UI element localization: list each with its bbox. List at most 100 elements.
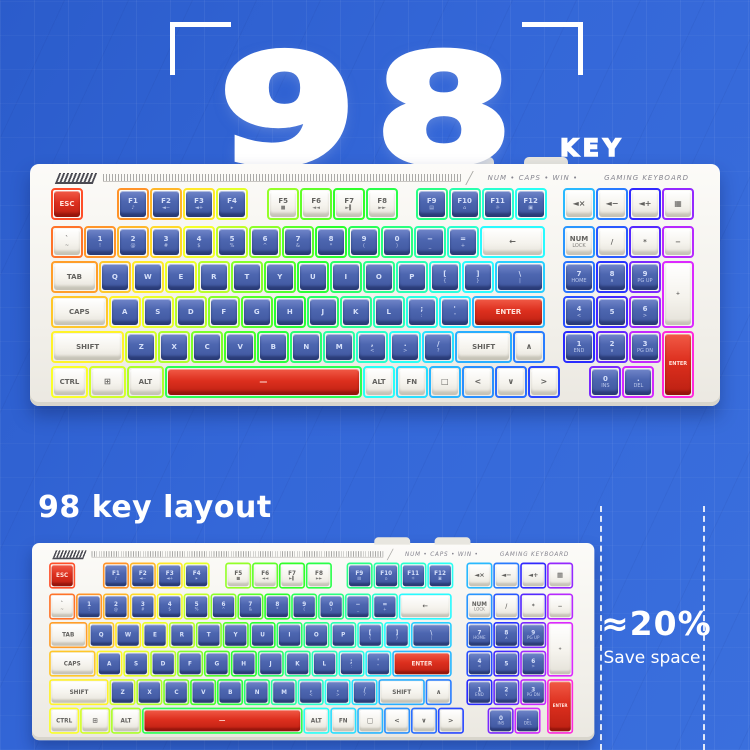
key-f1: F1 ♪ bbox=[102, 562, 129, 589]
key-alt: ALT bbox=[110, 707, 142, 734]
key-t: T bbox=[195, 622, 222, 649]
brand-label: GAMING KEYBOARD bbox=[604, 174, 689, 182]
key-x: X bbox=[136, 679, 163, 706]
key-minus: − _ bbox=[414, 226, 446, 258]
key-9: 9( bbox=[291, 593, 318, 620]
key-f8: F8 ►► bbox=[366, 188, 399, 220]
key-enter: ENTER bbox=[471, 296, 545, 328]
key-num-4: 4 < bbox=[466, 650, 493, 677]
keyboard-render-main: NUM • CAPS • WIN • GAMING KEYBOARD ESC F1… bbox=[30, 157, 720, 406]
key-f7: F7 ►▌ bbox=[279, 562, 306, 589]
key-num-0: 0 INS bbox=[487, 707, 514, 734]
key-g: G bbox=[203, 650, 230, 677]
ruler-strip bbox=[91, 551, 383, 558]
key-left: < bbox=[461, 366, 494, 398]
key-comma: , < bbox=[297, 679, 324, 706]
key-shift: SHIFT bbox=[49, 679, 109, 706]
key-f5: F5 ■ bbox=[225, 562, 252, 589]
key-j: J bbox=[257, 650, 284, 677]
key-num-2: 2 ∨ bbox=[596, 331, 628, 363]
key-space: — bbox=[141, 707, 303, 734]
key-z: Z bbox=[125, 331, 158, 363]
key-tab: TAB bbox=[49, 622, 88, 649]
key-num-enter: ENTER bbox=[662, 331, 694, 398]
key-num-slash: / bbox=[596, 226, 628, 258]
key-t: T bbox=[230, 261, 263, 293]
key-shift: SHIFT bbox=[51, 331, 125, 363]
key-num-enter: ENTER bbox=[547, 679, 574, 734]
keyboard-hinge-tab bbox=[374, 537, 411, 545]
key-i: I bbox=[276, 622, 303, 649]
key-quote: ' " bbox=[438, 296, 471, 328]
keyboard-row: CTRL ⊞ ALT — ALT FN □ < ∨ >0 INS. DEL bbox=[49, 707, 577, 734]
key-f6: F6 ◄◄ bbox=[252, 562, 279, 589]
key-backspace: ← bbox=[398, 593, 452, 620]
key-n: N bbox=[290, 331, 323, 363]
key-lbracket: [{ bbox=[357, 622, 384, 649]
key-num-plus: + bbox=[662, 261, 694, 328]
key-period: . > bbox=[389, 331, 422, 363]
key-num-minus: − bbox=[547, 593, 574, 620]
brand-label: GAMING KEYBOARD bbox=[499, 551, 570, 558]
status-indicators: NUM • CAPS • WIN • bbox=[487, 174, 579, 182]
key-1: 1! bbox=[84, 226, 116, 258]
key-caps: CAPS bbox=[51, 296, 108, 328]
key-num-dot: . DEL bbox=[622, 366, 655, 398]
key-0: 0) bbox=[381, 226, 413, 258]
key-6: 6 ^ bbox=[210, 593, 237, 620]
key-4: 4 $ bbox=[156, 593, 183, 620]
key-vol-down: ◄− bbox=[493, 562, 520, 589]
key-enter: ENTER bbox=[392, 650, 452, 677]
key-num-3: 3 PG DN bbox=[520, 679, 547, 706]
keyboard-hinge-tab bbox=[450, 157, 494, 166]
key-num-5: 5 bbox=[493, 650, 520, 677]
key-a: A bbox=[108, 296, 141, 328]
hero-key-label: KEY bbox=[559, 133, 625, 163]
key-v: V bbox=[190, 679, 217, 706]
key-calculator: ▦ bbox=[547, 562, 574, 589]
key-z: Z bbox=[109, 679, 136, 706]
key-lbracket: [{ bbox=[428, 261, 461, 293]
keyboard-hinge-tab bbox=[434, 537, 471, 545]
keyboard-row: CAPS A S D F G H J K L;: ' " ENTER 4 <5 6 > bbox=[51, 296, 699, 328]
key-space: — bbox=[164, 366, 362, 398]
panel-divider bbox=[386, 548, 400, 561]
key-rows: ESC F1 ♪ F2 ◄− F3 ◄+ F4 ▸ F5 ■ F6 ◄◄ F7 ►▌ F8 ►► F9 ▤ F10 ⌂ F… bbox=[51, 188, 699, 398]
key-left: < bbox=[383, 707, 411, 734]
key-0: 0) bbox=[318, 593, 345, 620]
key-w: W bbox=[115, 622, 142, 649]
keyboard-row: SHIFT Z X C V B N M, <. > /? SHIFT ∧ 1 END 2 ∨ 3 PG DN ENTE… bbox=[51, 331, 699, 398]
key-2: 2 @ bbox=[117, 226, 149, 258]
key-f: F bbox=[176, 650, 203, 677]
key-backspace: ← bbox=[480, 226, 545, 258]
key-right-shift: SHIFT bbox=[378, 679, 425, 706]
key-num-9: 9 PG UP bbox=[520, 622, 547, 649]
key-num-7: 7 HOME bbox=[563, 261, 595, 293]
key-rows: ESC F1 ♪ F2 ◄− F3 ◄+ F4 ▸ F5 ■ F6 ◄◄ F7 ►▌ F8 ►► F9 ▤ F10 ⌂ F… bbox=[49, 562, 577, 734]
keyboard-row: SHIFT Z X C V B N M, <. > /? SHIFT ∧ 1 END 2 ∨ 3 PG DN ENTE… bbox=[49, 679, 577, 734]
key-f3: F3 ◄+ bbox=[156, 562, 183, 589]
key-vol-up: ◄+ bbox=[520, 562, 547, 589]
key-num-3: 3 PG DN bbox=[629, 331, 661, 363]
key-j: J bbox=[306, 296, 339, 328]
key-i: I bbox=[329, 261, 362, 293]
key-n: N bbox=[244, 679, 271, 706]
keyboard-row: CAPS A S D F G H J K L;: ' " ENTER 4 <5 6 > bbox=[49, 650, 577, 677]
key-ctrl: CTRL bbox=[49, 707, 80, 734]
key-f10: F10 ⌂ bbox=[448, 188, 481, 220]
key-b: B bbox=[257, 331, 290, 363]
panel-divider bbox=[464, 171, 482, 185]
key-8: 8 * bbox=[264, 593, 291, 620]
key-tab: TAB bbox=[51, 261, 98, 293]
key-rbracket: ]} bbox=[461, 261, 494, 293]
key-num-0: 0 INS bbox=[589, 366, 622, 398]
key-e: E bbox=[141, 622, 168, 649]
key-4: 4 $ bbox=[183, 226, 215, 258]
key-up: ∧ bbox=[513, 331, 545, 363]
key-f4: F4 ▸ bbox=[216, 188, 248, 220]
key-u: U bbox=[296, 261, 329, 293]
key-vol-up: ◄+ bbox=[629, 188, 661, 220]
key-num-dot: . DEL bbox=[514, 707, 541, 734]
key-o: O bbox=[303, 622, 330, 649]
hero-number: 98 bbox=[215, 24, 532, 198]
